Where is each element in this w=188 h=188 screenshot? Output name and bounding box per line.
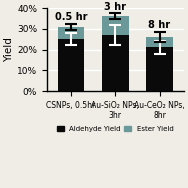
Y-axis label: Yield: Yield: [4, 37, 14, 62]
Bar: [146, 48, 173, 91]
Text: 3 hr: 3 hr: [104, 2, 126, 11]
Bar: [146, 37, 173, 48]
Bar: [58, 39, 84, 91]
Text: 0.5 hr: 0.5 hr: [55, 12, 87, 22]
Bar: [58, 27, 84, 39]
Bar: [102, 35, 129, 91]
Bar: [102, 16, 129, 35]
Text: 8 hr: 8 hr: [149, 20, 171, 30]
Legend: Aldehyde Yield, Ester Yield: Aldehyde Yield, Ester Yield: [57, 126, 174, 132]
